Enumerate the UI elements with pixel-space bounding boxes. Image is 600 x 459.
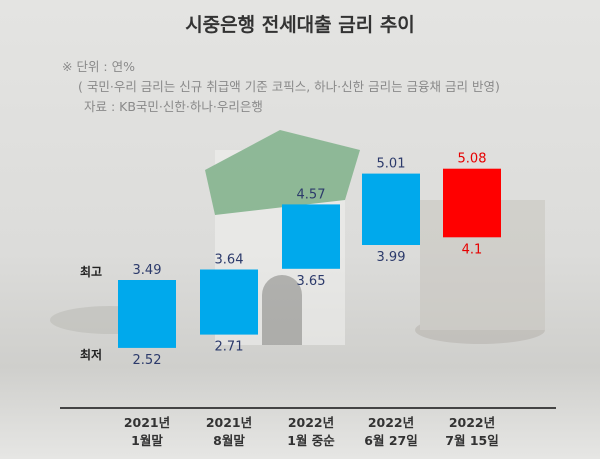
chart-title: 시중은행 전세대출 금리 추이 — [185, 14, 415, 36]
x-tick-line: 2021년 — [123, 415, 171, 430]
x-tick-line: 8월말 — [213, 433, 245, 448]
method-note: ( 국민·우리 금리는 신규 취급액 기준 코픽스, 하나·신한 금리는 금융채… — [78, 79, 500, 94]
x-tick-line: 2022년 — [287, 415, 335, 430]
x-tick-line: 1월말 — [131, 433, 163, 448]
x-tick-line: 1월 중순 — [287, 433, 335, 448]
x-tick-label: 2022년 1월 중순 — [266, 414, 356, 450]
low-value-label: 3.65 — [297, 274, 326, 289]
unit-note: ※ 단위 : 연% — [62, 59, 135, 74]
low-label: 최저 — [80, 348, 103, 362]
high-value-label: 3.64 — [215, 253, 244, 268]
x-tick-line: 2022년 — [448, 415, 496, 430]
high-value-label: 5.01 — [377, 157, 406, 172]
x-tick-line: 6월 27일 — [364, 433, 418, 448]
high-value-label: 5.08 — [458, 152, 487, 167]
high-label: 최고 — [80, 265, 103, 279]
low-value-label: 2.52 — [133, 353, 162, 368]
range-bar — [282, 204, 340, 269]
low-value-label: 3.99 — [377, 250, 406, 265]
range-bar — [362, 173, 420, 245]
range-bar — [200, 269, 258, 335]
high-value-label: 4.57 — [297, 187, 326, 202]
low-value-label: 4.1 — [462, 242, 483, 257]
high-value-label: 3.49 — [133, 263, 162, 278]
x-tick-line: 2021년 — [205, 415, 253, 430]
range-bar — [443, 168, 501, 238]
range-bar — [118, 280, 176, 348]
x-tick-line: 7월 15일 — [445, 433, 499, 448]
x-tick-line: 2022년 — [367, 415, 415, 430]
x-tick-label: 2021년 8월말 — [184, 414, 274, 450]
source-note: 자료 : KB국민·신한·하나·우리은행 — [84, 99, 263, 114]
x-tick-label: 2022년 7월 15일 — [427, 414, 517, 450]
low-value-label: 2.71 — [215, 340, 244, 355]
x-tick-label: 2022년 6월 27일 — [346, 414, 436, 450]
x-tick-label: 2021년 1월말 — [102, 414, 192, 450]
